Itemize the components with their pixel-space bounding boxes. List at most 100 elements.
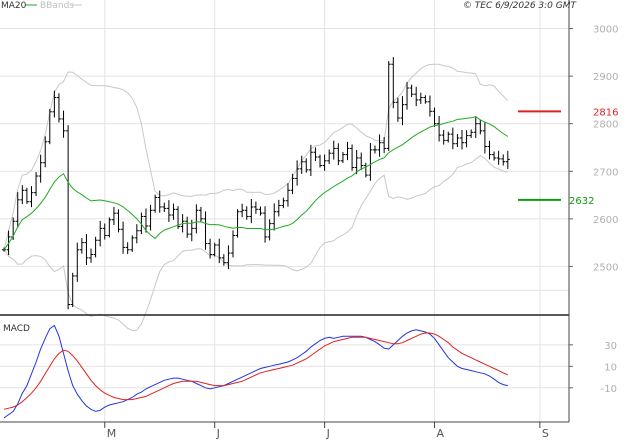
ohlc-bar	[249, 198, 254, 224]
y-tick-label: 3000	[593, 25, 618, 36]
macd-y-ticks: 30 10 -10	[569, 341, 617, 395]
ma20-polyline	[3, 116, 509, 251]
y-tick-label: 2500	[593, 262, 618, 273]
ohlc-bar	[340, 152, 345, 163]
level-labels: 2816 2632	[569, 107, 618, 206]
ohlc-bar	[418, 92, 423, 104]
ohlc-bar	[166, 200, 171, 222]
ohlc-bar	[258, 206, 263, 216]
macd-tick-label: 10	[604, 362, 617, 373]
macd-panel	[0, 316, 569, 422]
support-label: 2632	[569, 196, 594, 207]
source-timestamp: © TEC 6/9/2026 3:0 GMT	[463, 1, 578, 11]
ma20-line	[3, 116, 509, 251]
ohlc-bar	[377, 134, 382, 157]
ohlc-bar	[482, 122, 487, 154]
ohlc-bar	[405, 82, 410, 110]
ma20-legend-label: MA20	[1, 1, 27, 11]
ohlc-bar	[203, 211, 208, 250]
ohlc-bar	[345, 141, 350, 161]
ohlc-bar	[395, 97, 400, 122]
ohlc-bar	[386, 61, 391, 152]
ohlc-bar	[20, 185, 25, 205]
ohlc-bar	[464, 130, 469, 148]
macd-tick-label: 30	[604, 341, 617, 352]
ohlc-bar	[391, 57, 396, 109]
ohlc-bar	[473, 116, 478, 138]
ohlc-bar	[212, 242, 217, 257]
y-tick-label: 2600	[593, 215, 618, 226]
ohlc-bar	[38, 154, 43, 183]
ohlc-bar	[226, 245, 231, 270]
ohlc-bar	[157, 190, 162, 213]
x-tick-label: S	[542, 427, 549, 440]
ohlc-bar	[359, 152, 364, 171]
ohlc-bar	[111, 206, 116, 226]
ohlc-bar	[24, 187, 29, 204]
ohlc-bar	[382, 137, 387, 154]
ohlc-bar	[134, 224, 139, 244]
ohlc-bar	[423, 95, 428, 104]
ohlc-bar	[139, 212, 144, 235]
ohlc-bar	[281, 197, 286, 209]
ohlc-bar	[414, 86, 419, 107]
bbands-legend-label: BBands	[40, 1, 74, 11]
price-panel	[0, 0, 569, 314]
resistance-label: 2816	[593, 107, 618, 118]
ohlc-bar	[79, 238, 84, 254]
ohlc-bar	[501, 154, 506, 166]
ohlc-bar	[336, 143, 341, 166]
ohlc-bar	[487, 140, 492, 160]
ohlc-bar	[66, 125, 71, 310]
ohlc-bar	[505, 150, 510, 169]
signal-line	[3, 332, 509, 410]
ohlc-bar	[34, 172, 39, 197]
ohlc-bar	[327, 149, 332, 164]
ohlc-bar	[400, 96, 405, 126]
ohlc-bar	[432, 107, 437, 127]
x-tick-label: J	[326, 427, 330, 440]
ohlc-bar	[198, 206, 203, 222]
ohlc-bar	[469, 129, 474, 138]
grid-lines	[0, 0, 569, 422]
ohlc-bar	[194, 204, 199, 234]
ohlc-bar	[354, 149, 359, 175]
ohlc-bar	[116, 209, 121, 233]
ohlc-bar	[93, 236, 98, 258]
ohlc-bar	[313, 147, 318, 162]
ohlc-bar	[496, 150, 501, 165]
ohlc-bar	[363, 162, 368, 178]
price-y-ticks: 3000 2900 2800 2700 2600 2500	[569, 25, 618, 273]
ohlc-bar	[285, 183, 290, 207]
level-lines	[518, 110, 561, 201]
ohlc-bar	[427, 95, 432, 117]
ohlc-bar	[231, 230, 235, 258]
ohlc-bar	[437, 115, 442, 142]
ohlc-bar	[460, 129, 464, 150]
ohlc-bar	[263, 206, 268, 243]
x-tick-label: A	[437, 427, 445, 440]
ohlc-bar	[185, 216, 190, 238]
ohlc-bar	[107, 217, 112, 238]
ohlc-bar	[43, 136, 48, 168]
ohlc-bar	[272, 203, 277, 231]
ohlc-bar	[84, 234, 89, 265]
macd-tick-label: -10	[601, 384, 617, 395]
ohlc-bar	[304, 158, 309, 173]
ohlc-bar	[372, 145, 377, 154]
ohlc-bar	[148, 204, 153, 231]
x-tick-label: J	[216, 427, 220, 440]
macd-lines	[3, 324, 509, 419]
ohlc-bar	[70, 272, 75, 308]
ohlc-bar	[409, 84, 414, 98]
y-tick-label: 2900	[593, 72, 618, 83]
ohlc-bar	[331, 140, 336, 160]
ohlc-bar	[15, 192, 20, 228]
ohlc-bar	[244, 206, 249, 220]
macd-title: MACD	[3, 324, 30, 334]
ohlc-bar	[47, 108, 52, 145]
ohlc-bar	[350, 144, 355, 171]
ohlc-bar	[102, 223, 107, 240]
ohlc-bar	[217, 238, 222, 264]
